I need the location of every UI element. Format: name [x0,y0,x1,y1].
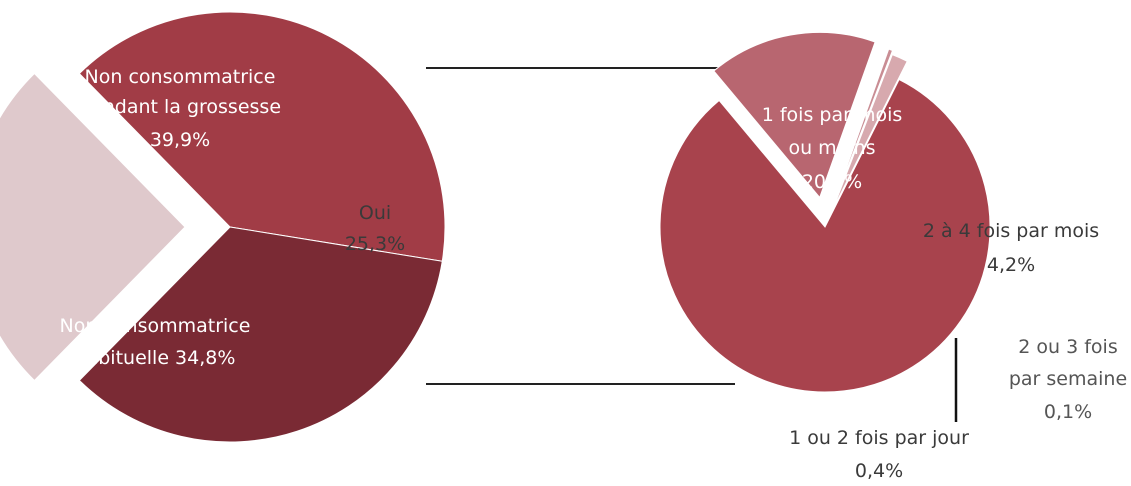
breakdown-pie-slice-3 [832,54,908,209]
label-oui-line1: Oui [359,202,391,224]
connector-lines [426,67,735,385]
label-jour: 1 ou 2 fois par jour 0,4% [789,427,969,482]
label-mois-value: 20,7% [802,171,862,193]
label-habituelle-line2: habituelle 34,8% [75,347,236,369]
breakdown-pie-slice-1 [713,32,876,199]
label-jour-line1: 1 ou 2 fois par jour [789,427,969,449]
main-pie [0,11,446,443]
label-quatre-value: 4,2% [987,254,1035,276]
label-pendant-line1: Non consommatrice [85,66,276,88]
label-mois-line1: 1 fois par mois [762,104,903,126]
label-quatre-line1: 2 à 4 fois par mois [923,220,1099,242]
label-semaine-line1: 2 ou 3 fois [1018,336,1117,358]
label-mois-line2: ou moins [788,137,875,159]
label-quatre: 2 à 4 fois par mois 4,2% [923,220,1099,276]
label-pendant-line2: pendant la grossesse [79,96,281,118]
label-semaine: 2 ou 3 fois par semaine 0,1% [1009,336,1127,423]
label-mois: 1 fois par mois ou moins 20,7% [762,104,903,193]
label-oui-line2: 25,3% [345,233,405,255]
breakdown-pie-slice-2 [832,48,894,205]
main-pie-slice-1 [78,226,443,443]
breakdown-pie [659,32,991,393]
breakdown-pie-slice-0 [659,78,991,393]
label-jour-value: 0,4% [855,460,903,482]
label-semaine-line2: par semaine [1009,368,1127,390]
main-pie-slice-0 [78,11,446,262]
label-pendant: Non consommatrice pendant la grossesse 3… [79,66,281,151]
label-habituelle: Non consommatrice habituelle 34,8% [60,315,251,369]
main-pie-slice-2 [0,72,186,382]
label-semaine-value: 0,1% [1044,401,1092,423]
label-pendant-value: 39,9% [150,129,210,151]
label-oui: Oui 25,3% [345,202,405,255]
label-habituelle-line1: Non consommatrice [60,315,251,337]
